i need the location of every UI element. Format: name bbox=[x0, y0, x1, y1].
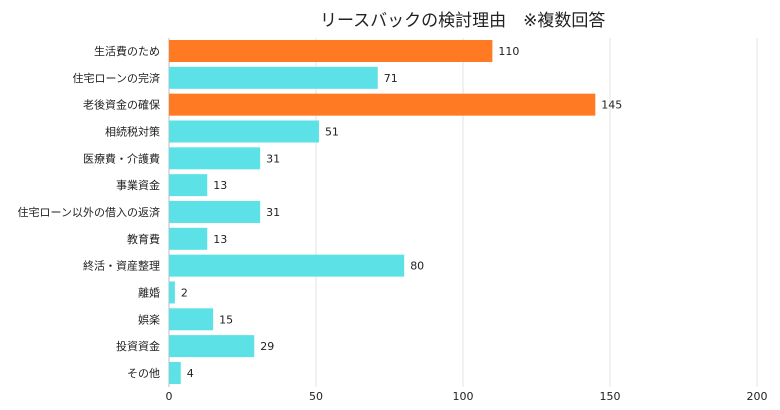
x-tick-label: 100 bbox=[453, 390, 474, 403]
category-label: 住宅ローンの完済 bbox=[73, 71, 160, 85]
data-label: 80 bbox=[410, 260, 424, 273]
data-label: 4 bbox=[187, 367, 194, 380]
category-label: 娯楽 bbox=[138, 312, 160, 326]
bar bbox=[169, 200, 261, 223]
data-label: 15 bbox=[219, 313, 233, 326]
data-label: 13 bbox=[213, 179, 227, 192]
data-label: 31 bbox=[266, 206, 280, 219]
data-label: 2 bbox=[181, 286, 188, 299]
bar bbox=[169, 281, 175, 304]
category-label: 教育費 bbox=[127, 232, 160, 246]
category-label: 医療費・介護費 bbox=[83, 151, 160, 165]
bar bbox=[169, 308, 214, 331]
x-tick-label: 150 bbox=[600, 390, 621, 403]
bar bbox=[169, 227, 208, 250]
x-tick-label: 0 bbox=[166, 390, 173, 403]
category-label: 住宅ローン以外の借入の返済 bbox=[18, 205, 160, 219]
data-label: 145 bbox=[601, 99, 622, 112]
bar bbox=[169, 361, 181, 384]
bar bbox=[169, 254, 405, 277]
category-label: その他 bbox=[127, 367, 160, 380]
category-label: 生活費のため bbox=[94, 44, 160, 58]
category-label: 相続税対策 bbox=[105, 124, 160, 138]
chart-title: リースバックの検討理由 ※複数回答 bbox=[320, 11, 606, 31]
data-label: 29 bbox=[260, 340, 274, 353]
x-tick-label: 50 bbox=[309, 390, 323, 403]
data-label: 71 bbox=[384, 72, 398, 85]
data-label: 51 bbox=[325, 125, 339, 138]
category-label: 離婚 bbox=[138, 285, 160, 299]
data-label: 13 bbox=[213, 233, 227, 246]
bar bbox=[169, 66, 378, 89]
bar bbox=[169, 93, 596, 116]
data-label: 110 bbox=[498, 45, 519, 58]
bar bbox=[169, 40, 493, 62]
bar bbox=[169, 174, 208, 197]
bar bbox=[169, 335, 255, 358]
category-label: 老後資金の確保 bbox=[83, 98, 160, 112]
bar bbox=[169, 147, 261, 170]
category-label: 投資資金 bbox=[116, 339, 160, 353]
category-label: 事業資金 bbox=[116, 178, 160, 192]
data-label: 31 bbox=[266, 152, 280, 165]
bar bbox=[169, 120, 319, 143]
category-label: 終活・資産整理 bbox=[83, 259, 160, 273]
x-tick-label: 200 bbox=[747, 390, 768, 403]
